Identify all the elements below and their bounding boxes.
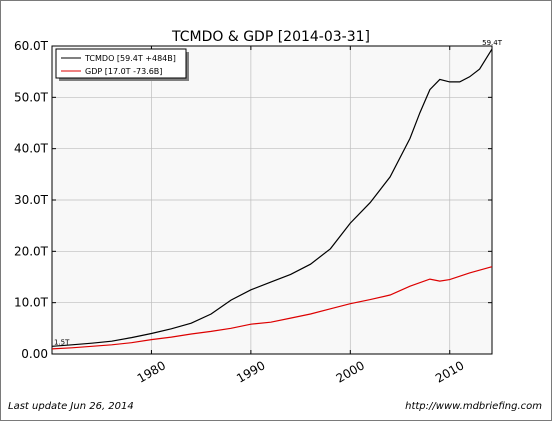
series-lines [51, 48, 493, 350]
y-tick-label: 0.00 [21, 347, 48, 361]
legend-box [55, 48, 187, 79]
x-tick-label: 2000 [334, 358, 367, 385]
y-tick-label: 20.0T [14, 244, 49, 258]
annotation-label: 1.5T [54, 338, 70, 346]
x-tick-label: 1990 [234, 358, 267, 385]
annotation-label: 59.4T [482, 39, 503, 47]
chart-title: TCMDO & GDP [2014-03-31] [171, 29, 370, 45]
y-tick-label: 10.0T [14, 296, 49, 310]
legend-label-gdp: GDP [17.0T -73.6B] [85, 67, 162, 76]
y-tick-label: 50.0T [14, 90, 49, 104]
series-line-1 [51, 266, 493, 350]
x-tick-label: 1980 [135, 358, 168, 385]
footer-url: http://www.mdbriefing.com [405, 401, 542, 412]
legend-label-tcmdo: TCMDO [59.4T +484B] [84, 54, 176, 63]
footer-last-update: Last update Jun 26, 2014 [8, 401, 134, 412]
y-axis: 0.00 10.0T 20.0T 30.0T 40.0T 50.0T 60.0T [14, 39, 492, 361]
legend: TCMDO [59.4T +484B] GDP [17.0T -73.6B] [55, 48, 189, 81]
x-tick-label: 2010 [433, 358, 466, 385]
y-tick-label: 30.0T [14, 193, 49, 207]
y-tick-label: 60.0T [14, 39, 49, 53]
series-line-0 [51, 48, 493, 347]
y-tick-label: 40.0T [14, 142, 49, 156]
annotations: 59.4T 1.5T [54, 39, 503, 346]
grid [52, 46, 492, 354]
